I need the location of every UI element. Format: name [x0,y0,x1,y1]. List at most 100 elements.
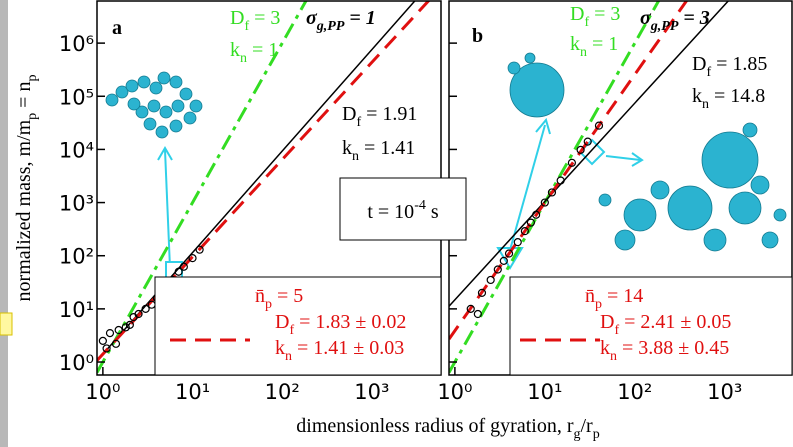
side-note [0,313,12,335]
text-part: = [589,3,610,25]
text-part: = [587,33,608,55]
text-part: n̄ [585,285,595,307]
panel-label: a [112,17,122,39]
text-part: 1 [268,39,278,61]
x-tick-label: 10⁰ [437,380,472,404]
x-tick-label: 10² [265,380,300,404]
text-part: n [610,349,617,364]
fit-df: Df = 1.91 [342,103,417,130]
text-part: 1 [608,33,618,55]
x-tick-label: 10³ [354,380,389,404]
text-part: D [342,103,356,125]
text-part: n [240,51,247,66]
text-part: = [361,103,382,125]
y-tick-label: 10⁰ [59,351,94,375]
text-part: p [593,427,600,442]
x-tick-label: 10² [617,380,652,404]
point [106,330,113,337]
text-part: normalized mass, m/m [13,119,35,301]
text-part: 3 [610,3,620,25]
y-tick-label: 10³ [59,192,94,216]
text-part: k [570,33,580,55]
text-part: p [595,297,602,312]
fit-df: Df = 1.85 [692,53,767,80]
text-part: -4 [414,198,426,213]
text-part: D [692,53,706,75]
text-part: 0.02 [371,311,406,333]
panel-title: σg,PP = 1 [306,7,376,34]
text-part: n [580,45,587,60]
text-part: 1.83 [315,311,350,333]
text-part: = [292,337,313,359]
text-part: n [352,149,359,164]
text-part: 0.05 [696,311,731,333]
text-part: D [230,7,244,29]
text-part: 0.03 [369,337,404,359]
fit-df: Df = 3 [570,3,620,30]
fit-df: Df = 3 [230,7,280,34]
text-part: p [25,113,40,120]
text-part: n̄ [255,285,265,307]
text-part: k [692,85,702,107]
text-part: = [272,285,293,307]
text-part: n [285,349,292,364]
text-part: g [573,427,580,442]
y-axis-label: normalized mass, m/mp = np [13,75,40,302]
text-part: 14.8 [730,85,765,107]
y-tick-label: 10² [59,245,94,269]
text-part: = [709,85,730,107]
text-part: g,PP [650,19,679,34]
time-label: t = 10-4 s [367,198,439,223]
text-part: /r [580,415,593,437]
figure: 10⁰ 10¹ 10² 10³ 10⁰ 10¹ 10² 10³ 10⁴ 10⁵ 10⁶ a σg,PP … [0,0,793,447]
text-part: 1.41 [380,137,415,159]
y-tick-label: 10⁵ [59,85,94,109]
inset-chain [106,72,202,138]
x-tick-label: 10⁰ [85,380,120,404]
text-part: 1.91 [382,103,417,125]
text-part: p [25,75,40,82]
text-part: = [619,311,640,333]
text-part: 1.41 [313,337,348,359]
inset-spheres [508,53,786,251]
x-tick-label: 10¹ [175,380,210,404]
text-part: k [342,137,352,159]
text-part: D [275,311,289,333]
text-part: n [702,97,709,112]
point [99,337,106,344]
y-tick-label: 10⁴ [59,138,94,162]
text-part: = 3 [678,7,709,29]
text-part: ± [348,337,369,359]
text-part: g,PP [316,19,345,34]
text-part: p [265,297,272,312]
text-part: 3.88 [638,337,673,359]
fit-kn: kn = 1.41 [342,137,415,164]
text-part: 5 [293,285,303,307]
text-part: k [230,39,240,61]
x-tick-label: 10³ [707,380,742,404]
text-part: = n [13,82,35,113]
text-part: = [617,337,638,359]
text-part: 1.85 [732,53,767,75]
text-part: D [570,3,584,25]
text-part: = [602,285,623,307]
text-part: = 1 [344,7,375,29]
x-tick-label: 10¹ [527,380,562,404]
y-tick-label: 10⁶ [59,32,94,56]
text-part: ± [675,311,696,333]
text-part: ± [673,337,694,359]
text-part: = [359,137,380,159]
y-tick-label: 10¹ [59,298,94,322]
point [487,276,494,283]
text-part: = [247,39,268,61]
text-part: t = 10 [367,201,414,223]
text-part: 3 [270,7,280,29]
text-part: D [600,311,614,333]
text-part: k [600,337,610,359]
fit-kn: kn = 14.8 [692,85,765,112]
x-axis-label: dimensionless radius of gyration, rg/rp [296,415,599,442]
text-part: 0.45 [694,337,729,359]
left-strip [0,0,8,447]
text-part: k [275,337,285,359]
panel-label: b [472,25,483,47]
